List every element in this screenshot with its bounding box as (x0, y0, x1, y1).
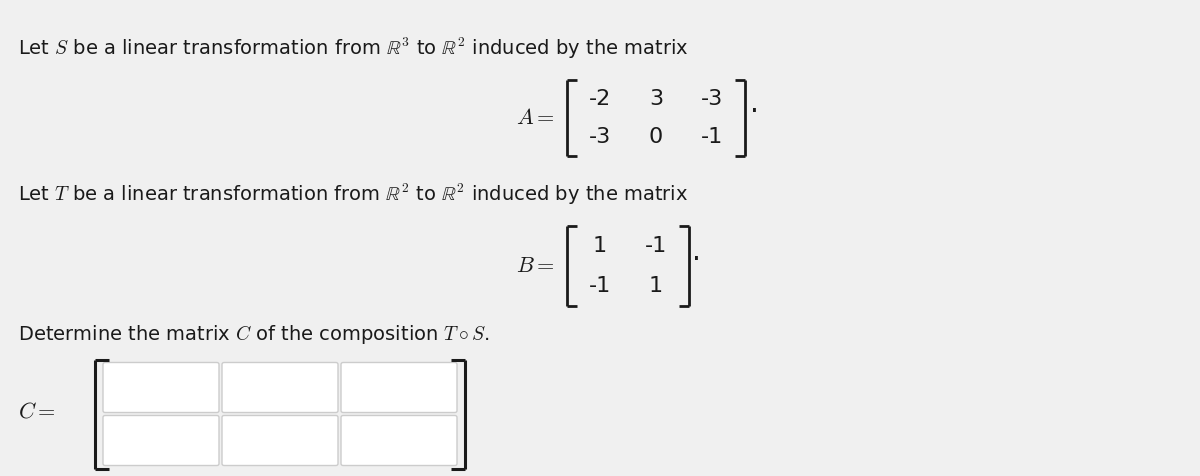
Text: -1: -1 (701, 127, 724, 147)
Text: .: . (692, 238, 701, 266)
Text: 0: 0 (649, 127, 664, 147)
Text: $A =$: $A =$ (516, 108, 554, 128)
FancyBboxPatch shape (222, 363, 338, 413)
FancyBboxPatch shape (341, 416, 457, 466)
Text: Let $S$ be a linear transformation from $\mathbb{R}^3$ to $\mathbb{R}^2$ induced: Let $S$ be a linear transformation from … (18, 35, 689, 60)
Text: 1: 1 (649, 276, 664, 296)
Text: -1: -1 (589, 276, 611, 296)
Text: 3: 3 (649, 89, 664, 109)
Text: $B =$: $B =$ (516, 256, 554, 276)
Text: -1: -1 (644, 236, 667, 256)
Text: Let $T$ be a linear transformation from $\mathbb{R}^2$ to $\mathbb{R}^2$ induced: Let $T$ be a linear transformation from … (18, 181, 688, 207)
Text: .: . (750, 90, 758, 118)
FancyBboxPatch shape (341, 363, 457, 413)
FancyBboxPatch shape (103, 363, 220, 413)
FancyBboxPatch shape (222, 416, 338, 466)
Text: 1: 1 (593, 236, 607, 256)
Text: -2: -2 (589, 89, 611, 109)
Text: Determine the matrix $C$ of the composition $T \circ S$.: Determine the matrix $C$ of the composit… (18, 323, 490, 346)
Text: -3: -3 (701, 89, 724, 109)
Text: -3: -3 (589, 127, 611, 147)
Text: $C =$: $C =$ (18, 401, 55, 421)
FancyBboxPatch shape (103, 416, 220, 466)
